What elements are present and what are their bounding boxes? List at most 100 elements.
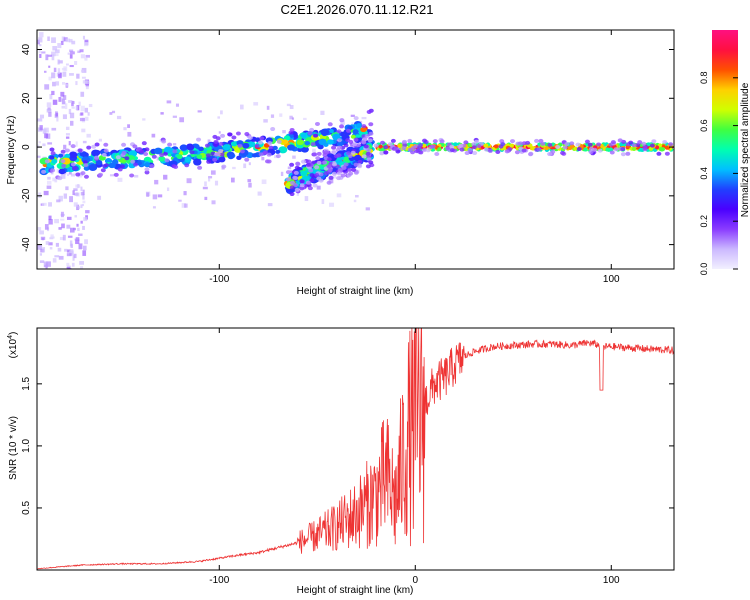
spectrum-speckle	[184, 203, 188, 208]
spectrum-halo	[44, 159, 50, 164]
spectrum-speckle	[61, 67, 67, 71]
spectrum-speckle	[61, 36, 66, 42]
spectrum-cell	[79, 151, 86, 157]
spectrum-speckle	[46, 261, 51, 267]
spectrum-speckle	[74, 238, 79, 241]
spectrum-cell	[658, 147, 664, 152]
spectrum-speckle	[82, 225, 85, 230]
spectrum-speckle	[353, 199, 357, 203]
spectrum-halo	[276, 139, 282, 144]
spectrum-speckle	[60, 218, 65, 221]
spectrum-speckle	[65, 133, 70, 136]
spectrum-cell	[378, 144, 383, 149]
spectrum-halo	[213, 139, 219, 144]
snr-multiplier: (x104)	[7, 332, 19, 359]
spectrum-halo	[449, 148, 455, 153]
spectrum-speckle	[62, 99, 65, 105]
spectrum-halo	[331, 162, 337, 167]
spectrum-speckle	[80, 112, 84, 116]
spectrum-speckle	[58, 227, 62, 230]
spectrum-speckle	[72, 255, 75, 261]
spectrogram-ylabel: Frequency (Hz)	[6, 116, 17, 185]
spectrum-halo	[103, 148, 109, 153]
spectrum-speckle	[247, 179, 252, 183]
spectrum-cell	[544, 146, 549, 151]
spectrum-speckle	[60, 91, 65, 97]
spectrum-speckle	[178, 199, 182, 202]
spectrum-speckle	[220, 110, 223, 115]
spectrum-halo	[268, 145, 274, 150]
spectrum-halo	[143, 151, 149, 156]
spectrum-speckle	[66, 249, 71, 253]
spectrum-speckle	[66, 216, 72, 220]
spectrum-halo	[161, 139, 167, 144]
spectrum-halo	[257, 140, 263, 145]
spectrogram-frame	[36, 29, 675, 270]
spectrum-halo	[263, 150, 269, 155]
spectrum-speckle	[48, 219, 53, 225]
spectrum-speckle	[80, 191, 85, 196]
spectrum-cell	[198, 146, 204, 152]
spectrum-speckle	[230, 177, 235, 183]
spectrum-halo	[72, 166, 78, 171]
spectrum-halo	[314, 172, 320, 177]
spectrum-speckle	[75, 239, 80, 245]
spectrum-speckle	[63, 144, 67, 150]
spectrum-cell	[350, 134, 356, 139]
spectrum-speckle	[81, 76, 86, 79]
spectrum-cell	[297, 147, 303, 152]
spectrum-speckle	[85, 210, 90, 214]
spectrum-halo	[167, 142, 173, 147]
spectrum-halo	[258, 152, 264, 157]
spectrum-halo	[267, 141, 273, 146]
spectrum-cell	[509, 143, 514, 148]
spectrum-halo	[300, 159, 306, 164]
spectrum-cell	[304, 140, 311, 146]
spectrum-cell	[360, 126, 367, 133]
spectrum-cell	[278, 146, 288, 154]
spectrum-speckle	[52, 99, 58, 105]
spectrum-halo	[343, 169, 349, 174]
spectrum-halo	[628, 140, 634, 145]
spectrum-halo	[60, 149, 66, 154]
y-tick-label: -20	[21, 188, 32, 203]
spectrum-cell	[281, 139, 289, 145]
spectrum-halo	[144, 147, 150, 152]
spectrum-speckle	[67, 52, 71, 55]
spectrum-speckle	[97, 195, 102, 200]
spectrum-halo	[331, 150, 337, 155]
spectrum-speckle	[51, 54, 55, 61]
spectrum-speckle	[82, 189, 85, 196]
spectrum-halo	[312, 152, 318, 157]
spectrum-speckle	[84, 239, 88, 245]
spectrum-speckle	[67, 173, 70, 177]
spectrum-halo	[373, 143, 379, 148]
spectrum-speckle	[37, 227, 42, 231]
spectrum-cell	[583, 147, 588, 152]
spectrum-speckle	[351, 122, 354, 127]
spectrum-halo	[425, 148, 431, 153]
spectrum-speckle	[303, 117, 307, 120]
colorbar-ticks: 0.0 0.2 0.4 0.6 0.8	[699, 72, 738, 275]
spectrum-cell	[355, 134, 361, 139]
spectrum-halo	[328, 175, 334, 180]
spectrum-halo	[266, 159, 272, 164]
spectrum-cell	[296, 139, 304, 146]
spectrum-halo	[144, 167, 150, 172]
spectrum-halo	[631, 143, 637, 148]
spectrum-halo	[467, 148, 473, 153]
spectrum-speckle	[123, 127, 127, 131]
spectrum-speckle	[38, 141, 41, 144]
spectrum-speckle	[355, 194, 359, 198]
spectrum-speckle	[61, 223, 65, 229]
spectrum-speckle	[82, 140, 87, 144]
spectrum-speckle	[39, 125, 43, 131]
spectrum-speckle	[289, 105, 294, 110]
spectrum-halo	[357, 159, 363, 164]
spectrum-halo	[305, 162, 311, 167]
spectrum-speckle	[48, 202, 52, 207]
spectrum-halo	[336, 129, 342, 134]
spectrum-speckle	[78, 101, 81, 107]
spectrum-speckle	[71, 106, 75, 109]
